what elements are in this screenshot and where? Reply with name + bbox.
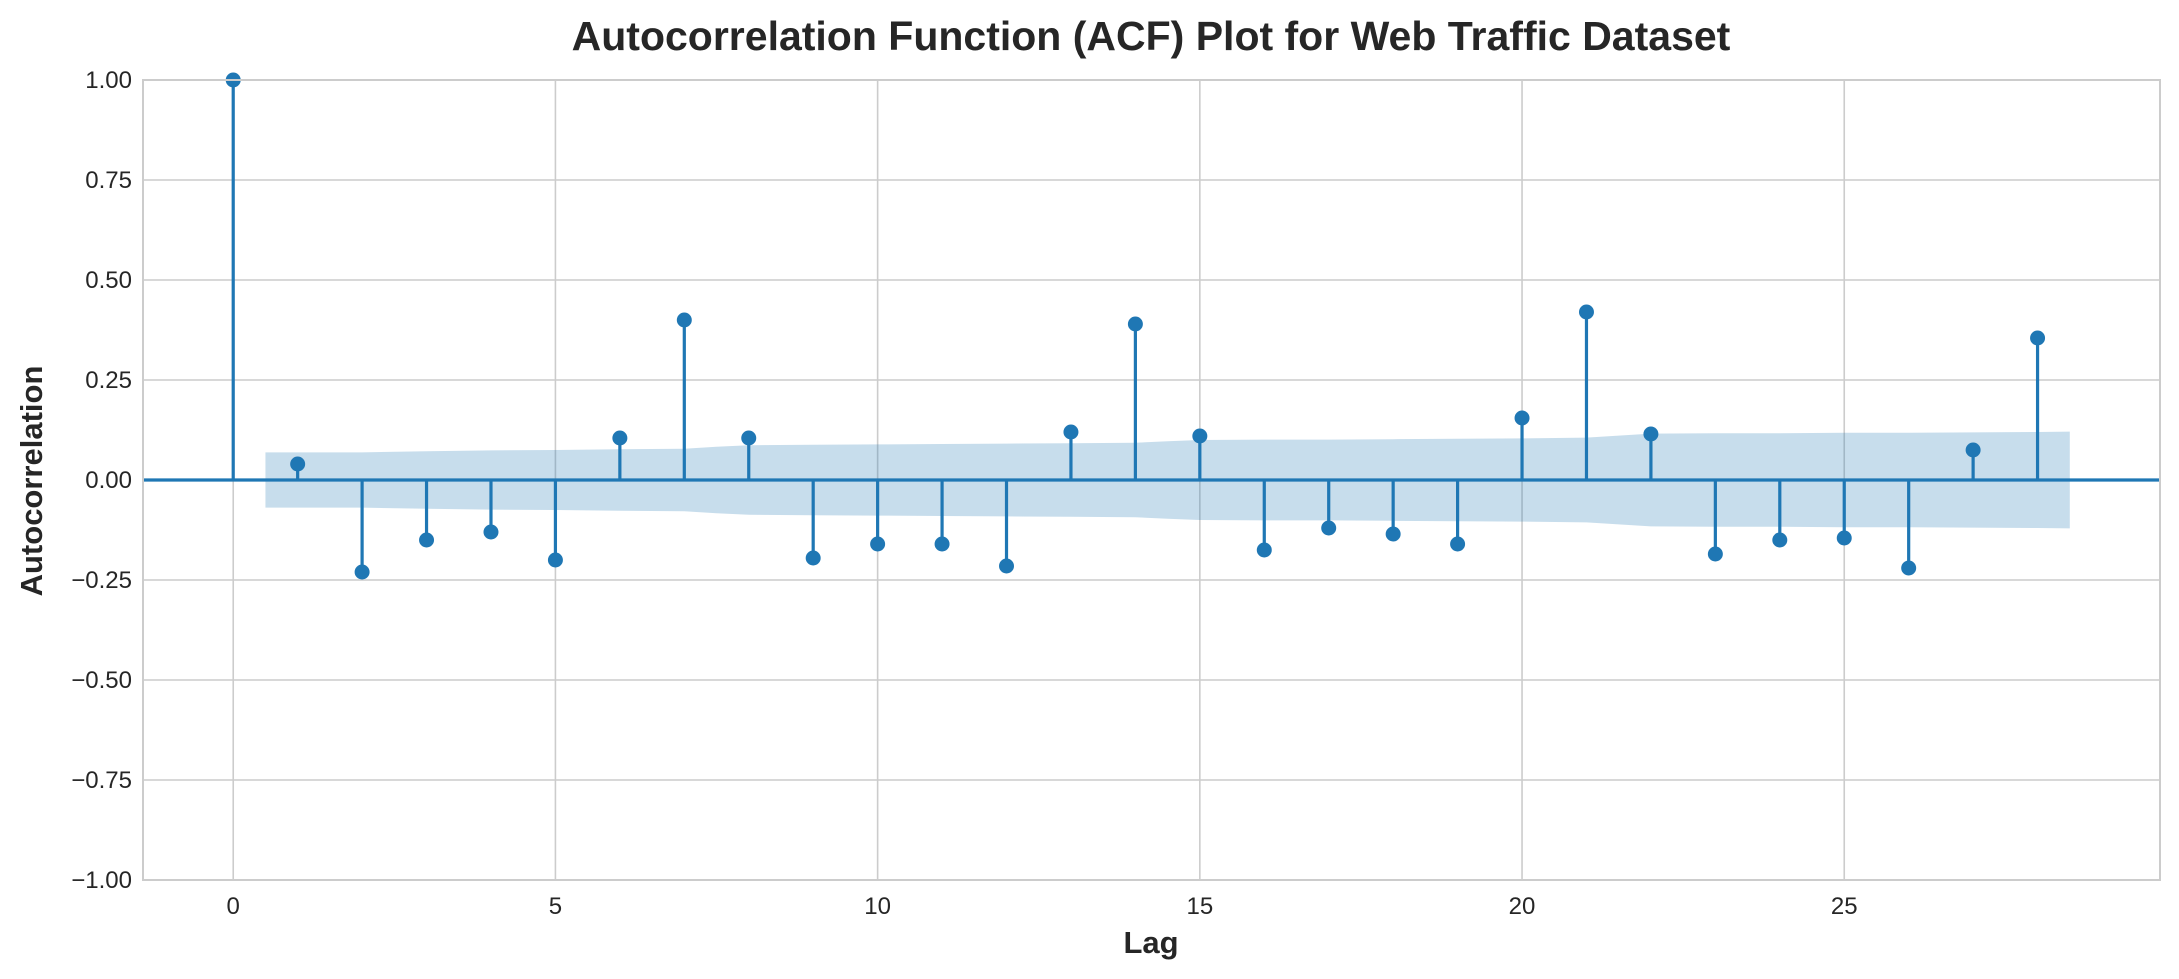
acf-point-lag-20 — [1514, 410, 1530, 426]
acf-point-lag-10 — [870, 536, 886, 552]
y-tick-labels: 1.00 0.75 0.50 0.25 0.00 −0.25 −0.50 −0.75 −1.00 — [71, 67, 132, 894]
acf-point-lag-2 — [354, 564, 370, 580]
acf-point-lag-28 — [2030, 330, 2046, 346]
acf-point-lag-12 — [999, 558, 1015, 574]
acf-point-lag-16 — [1256, 542, 1272, 558]
x-tick-label: 15 — [1186, 893, 1213, 920]
acf-point-lag-27 — [1965, 442, 1981, 458]
acf-point-lag-22 — [1643, 426, 1659, 442]
y-tick-label: 0.00 — [85, 467, 132, 494]
acf-point-lag-23 — [1707, 546, 1723, 562]
x-tick-labels: 0 5 10 15 20 25 — [227, 893, 1858, 920]
acf-point-lag-25 — [1836, 530, 1852, 546]
y-tick-label: −0.75 — [71, 767, 132, 794]
y-tick-label: 0.25 — [85, 367, 132, 394]
chart-title: Autocorrelation Function (ACF) Plot for … — [572, 13, 1731, 59]
acf-point-lag-21 — [1578, 304, 1594, 320]
y-tick-label: −1.00 — [71, 867, 132, 894]
x-axis-label: Lag — [1123, 925, 1178, 960]
acf-point-lag-5 — [547, 552, 563, 568]
acf-point-lag-6 — [612, 430, 628, 446]
acf-point-lag-26 — [1901, 560, 1917, 576]
acf-point-lag-3 — [419, 532, 435, 548]
acf-point-lag-8 — [741, 430, 757, 446]
y-tick-label: 0.75 — [85, 167, 132, 194]
acf-point-lag-1 — [290, 456, 306, 472]
x-tick-label: 25 — [1831, 893, 1858, 920]
x-tick-label: 20 — [1509, 893, 1536, 920]
x-tick-label: 0 — [227, 893, 240, 920]
acf-point-lag-7 — [676, 312, 692, 328]
y-tick-label: 0.50 — [85, 267, 132, 294]
y-tick-label: 1.00 — [85, 67, 132, 94]
y-tick-label: −0.25 — [71, 567, 132, 594]
markers — [225, 72, 2046, 580]
x-tick-label: 10 — [864, 893, 891, 920]
y-tick-label: −0.50 — [71, 667, 132, 694]
acf-point-lag-17 — [1321, 520, 1337, 536]
acf-point-lag-14 — [1127, 316, 1143, 332]
acf-point-lag-9 — [805, 550, 821, 566]
acf-point-lag-24 — [1772, 532, 1788, 548]
acf-point-lag-19 — [1450, 536, 1466, 552]
plot-frame — [142, 79, 2161, 881]
acf-point-lag-18 — [1385, 526, 1401, 542]
acf-point-lag-4 — [483, 524, 499, 540]
y-axis-label: Autocorrelation — [14, 366, 49, 597]
x-tick-label: 5 — [549, 893, 562, 920]
stems — [231, 80, 2040, 572]
acf-point-lag-11 — [934, 536, 950, 552]
acf-point-lag-13 — [1063, 424, 1079, 440]
acf-point-lag-15 — [1192, 428, 1208, 444]
